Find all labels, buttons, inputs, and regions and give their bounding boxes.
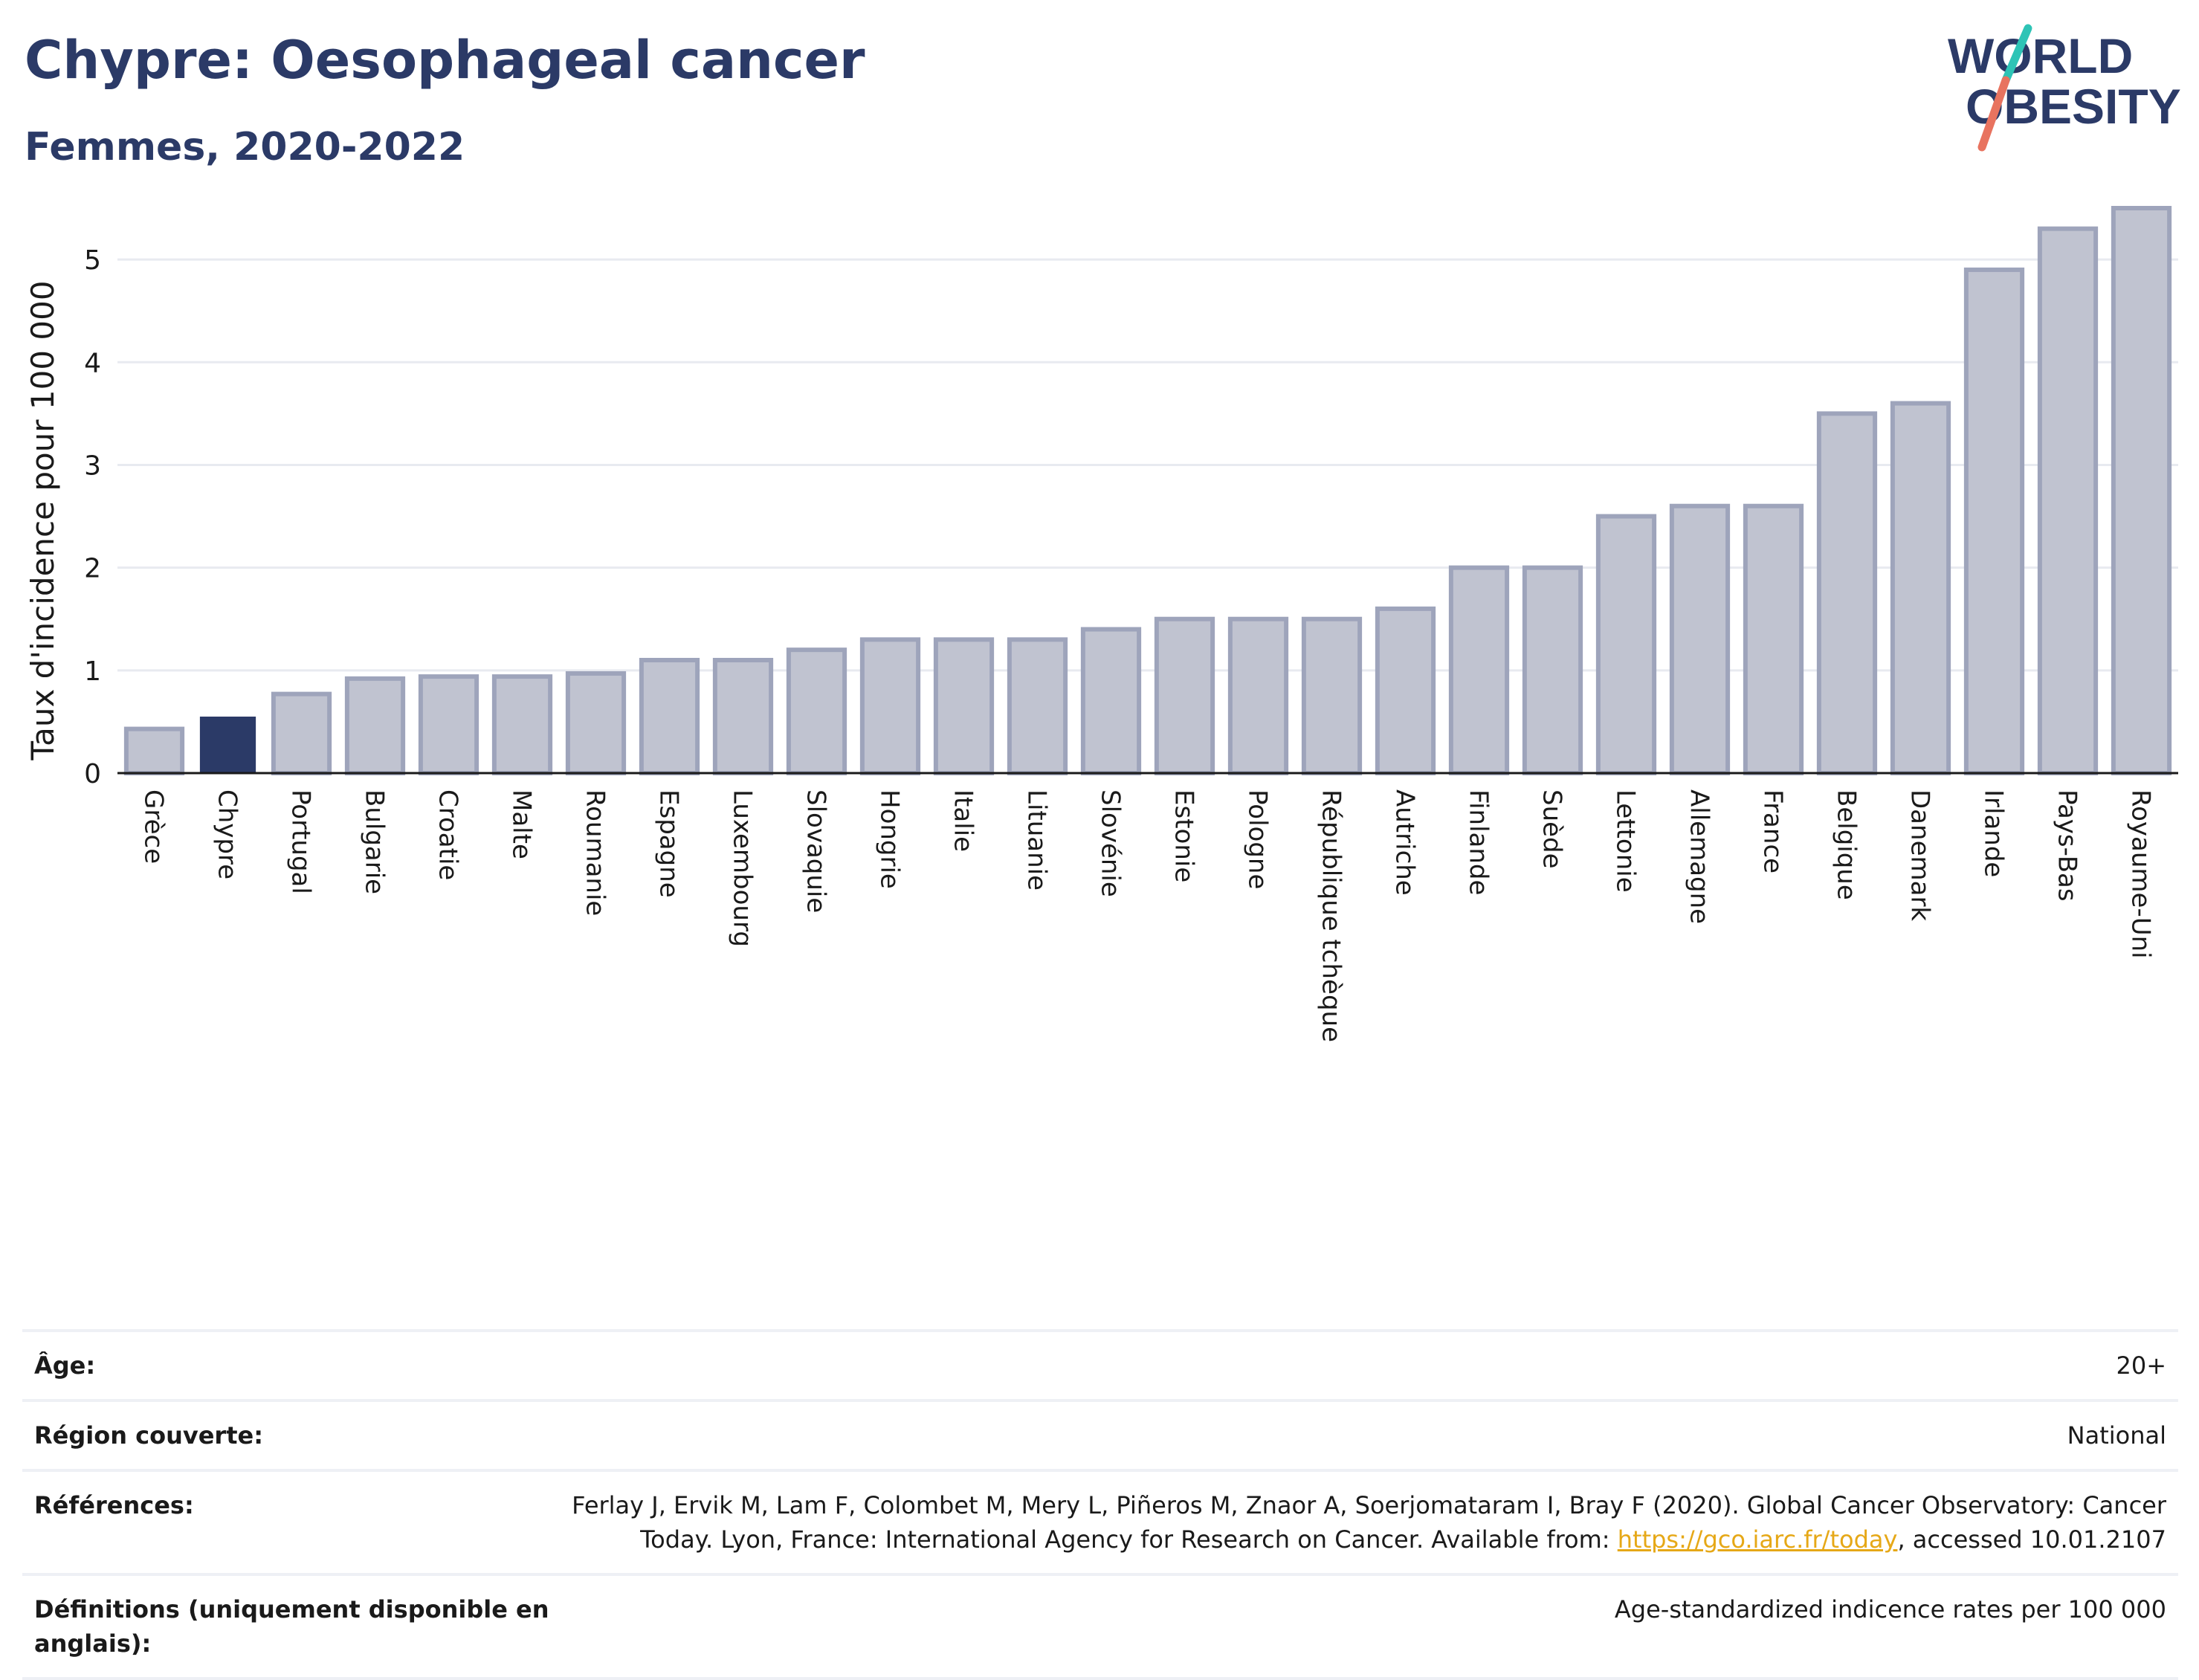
bar-danemark [1890, 401, 1951, 776]
x-tick-label: Pays-Bas [2053, 789, 2082, 902]
meta-label-region: Région couverte: [34, 1421, 263, 1450]
y-tick-label: 5 [84, 245, 101, 276]
x-tick-label: Finlande [1464, 789, 1494, 895]
chart-subtitle: Femmes, 2020-2022 [25, 125, 465, 169]
bar-hongrie [859, 637, 921, 776]
x-tick-label: Belgique [1832, 789, 1861, 900]
x-tick-label: Italie [949, 789, 978, 852]
bar-allemagne [1669, 503, 1731, 776]
bar-grèce [123, 726, 185, 776]
meta-value-age: 20+ [2116, 1351, 2166, 1380]
meta-row-definitions: Définitions (uniquement disponible en an… [22, 1573, 2178, 1680]
x-tick-label: Lituanie [1022, 789, 1052, 891]
bar-luxembourg [712, 658, 774, 775]
x-tick-label: Autriche [1390, 789, 1420, 896]
x-tick-label: Royaume-Uni [2126, 789, 2156, 959]
meta-label-age: Âge: [34, 1351, 96, 1380]
bar-croatie [418, 674, 479, 775]
y-tick-label: 0 [84, 759, 101, 789]
logo-slash-bottom [1977, 76, 2010, 152]
x-tick-label: Bulgarie [360, 789, 390, 894]
x-tick-label: France [1758, 789, 1788, 873]
x-tick-label: Grèce [139, 789, 169, 864]
y-axis-label: Taux d'incidence pour 100 000 [25, 280, 61, 760]
x-tick-label: Allemagne [1685, 789, 1714, 924]
x-tick-label: Lettonie [1611, 789, 1641, 893]
y-tick-label: 4 [84, 348, 101, 378]
logo-word-world: WORLD [1948, 28, 2133, 83]
bars [123, 206, 2172, 776]
meta-value-references: Ferlay J, Ervik M, Lam F, Colombet M, Me… [561, 1488, 2166, 1557]
x-tick-label: Slovénie [1096, 789, 1126, 897]
bar-malte [491, 674, 553, 775]
bar-autriche [1375, 606, 1436, 776]
bar-république-tchèque [1301, 616, 1363, 776]
bar-roumanie [565, 671, 627, 775]
bar-pays-bas [2037, 226, 2099, 775]
world-obesity-logo: WORLD OBESITY [1948, 24, 2181, 152]
x-tick-label: Slovaquie [801, 789, 831, 913]
bar-pologne [1227, 616, 1289, 776]
y-tick-label: 1 [84, 656, 101, 687]
bar-irlande [1963, 267, 2025, 775]
meta-row-region: Région couverte: National [22, 1399, 2178, 1469]
bar-royaume-uni [2111, 206, 2172, 775]
x-tick-label: Estonie [1169, 789, 1199, 882]
logo-slash-top [2001, 24, 2032, 85]
bar-lettonie [1595, 514, 1657, 776]
meta-label-references: Références: [34, 1491, 194, 1519]
x-tick-label: Hongrie [875, 789, 905, 889]
bar-lituanie [1007, 637, 1068, 776]
bar-finlande [1448, 565, 1510, 775]
bar-slovaquie [786, 647, 847, 775]
x-tick-label: Irlande [1979, 789, 2009, 877]
bar-france [1743, 503, 1804, 776]
x-tick-label: Chypre [213, 789, 242, 879]
x-tick-label: Croatie [433, 789, 463, 880]
x-tick-label: Portugal [286, 789, 316, 894]
y-tick-label: 2 [84, 554, 101, 584]
x-tick-label: Roumanie [581, 789, 610, 916]
bar-italie [933, 637, 995, 776]
meta-value-region: National [2067, 1421, 2166, 1450]
bar-belgique [1816, 411, 1878, 775]
bar-slovénie [1080, 627, 1142, 776]
bar-portugal [271, 691, 332, 775]
x-tick-label: Espagne [654, 789, 684, 898]
y-axis-ticks: 0 1 2 3 4 5 [84, 245, 101, 789]
bar-estonie [1154, 616, 1215, 776]
x-axis-labels: Grèce Chypre Portugal Bulgarie Croatie Malte R… [139, 789, 2156, 1042]
metadata-table: Âge: 20+ Région couverte: National Référ… [22, 1329, 2178, 1680]
x-tick-label: Luxembourg [728, 789, 758, 947]
x-tick-label: Danemark [1905, 789, 1935, 921]
meta-value-definitions: Age-standardized indicence rates per 100… [1614, 1595, 2166, 1624]
bar-chart: 0 1 2 3 4 5 Grèce Chypre Portugal Bulgarie Croati… [25, 206, 2178, 1042]
bar-bulgarie [344, 676, 406, 776]
meta-row-references: Références: Ferlay J, Ervik M, Lam F, Co… [22, 1469, 2178, 1573]
x-tick-label: République tchèque [1317, 789, 1346, 1042]
x-tick-label: Suède [1537, 789, 1567, 869]
x-tick-label: Pologne [1243, 789, 1273, 889]
reference-accessed: , accessed 10.01.2107 [1897, 1525, 2166, 1554]
bar-espagne [639, 658, 700, 775]
y-tick-label: 3 [84, 450, 101, 481]
x-tick-label: Malte [507, 789, 537, 859]
reference-link[interactable]: https://gco.iarc.fr/today [1617, 1525, 1898, 1554]
chart-title: Chypre: Oesophageal cancer [25, 30, 865, 91]
reference-text: Ferlay J, Ervik M, Lam F, Colombet M, Me… [572, 1491, 2166, 1554]
meta-label-definitions: Définitions (uniquement disponible en an… [34, 1595, 549, 1658]
bar-chypre [199, 717, 256, 773]
meta-row-age: Âge: 20+ [22, 1329, 2178, 1399]
bar-suède [1522, 565, 1583, 775]
